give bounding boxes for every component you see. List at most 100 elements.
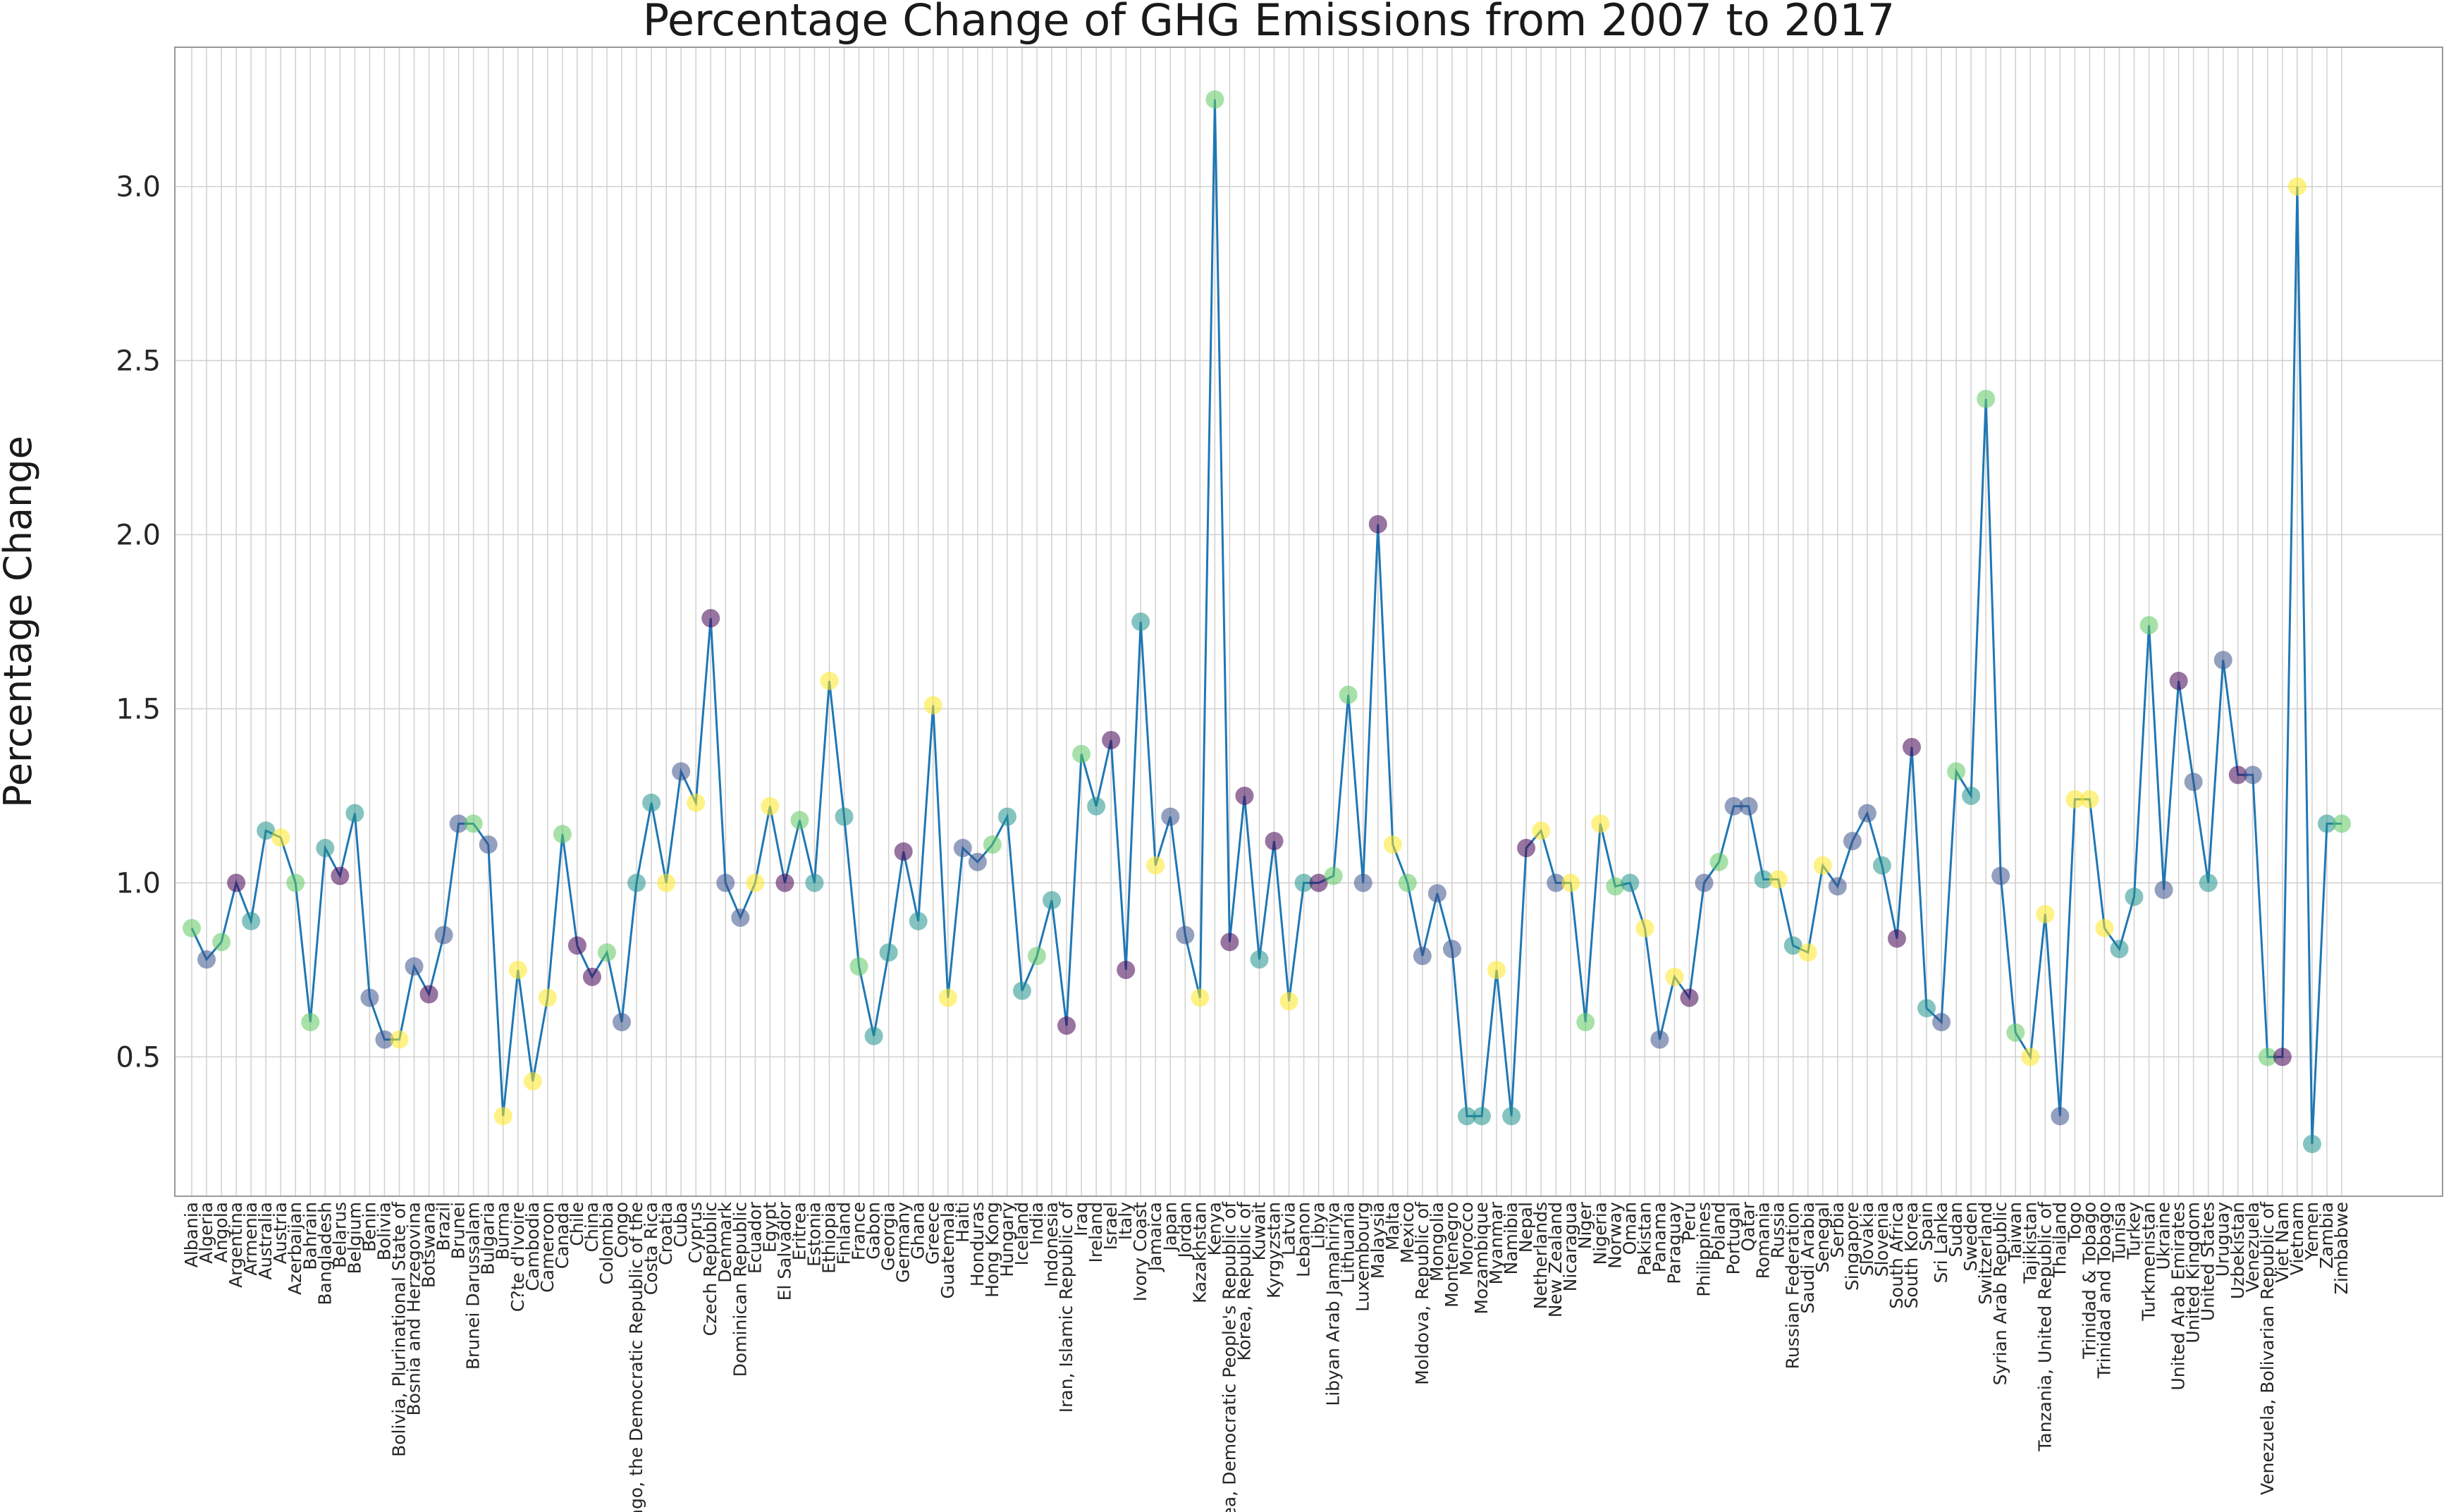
data-point — [1724, 797, 1743, 816]
data-point — [1102, 730, 1121, 749]
x-tick-label: Belarus — [329, 1202, 350, 1268]
data-point — [1887, 929, 1906, 948]
x-tick-label: Vietnam — [2287, 1202, 2307, 1275]
data-point — [2110, 940, 2129, 959]
x-tick-label: Cameroon — [537, 1202, 558, 1293]
data-point — [775, 873, 794, 892]
y-axis-ticks: 0.5 1.0 1.5 2.0 2.5 3.0 — [116, 171, 161, 1074]
data-point — [1709, 852, 1728, 871]
data-point — [2021, 1047, 2040, 1067]
data-point — [1072, 744, 1091, 763]
data-point — [1739, 797, 1758, 816]
data-point — [1279, 992, 1298, 1011]
x-tick-label: United Arab Emirates — [2168, 1202, 2189, 1391]
x-tick-label: Algeria — [196, 1202, 216, 1264]
data-point — [790, 811, 809, 830]
data-point — [613, 1013, 631, 1032]
data-point — [2036, 904, 2055, 923]
x-tick-label: Burma — [493, 1202, 513, 1260]
x-tick-label: Namibia — [1501, 1202, 1521, 1274]
data-point — [508, 960, 527, 979]
x-tick-label: Senegal — [1812, 1202, 1833, 1273]
x-tick-label: Malaysia — [1368, 1202, 1388, 1279]
data-point — [2228, 766, 2247, 785]
data-point — [2139, 615, 2158, 634]
x-tick-label: Kyrgyzstan — [1264, 1202, 1284, 1298]
x-tick-label: Brunei Darussalam — [463, 1202, 484, 1370]
x-tick-label: Dominican Republic — [730, 1202, 750, 1377]
x-tick-label: Zambia — [2316, 1202, 2337, 1269]
x-tick-label: Jordan — [1174, 1202, 1195, 1260]
x-tick-label: Bulgaria — [478, 1202, 498, 1275]
data-point — [1027, 947, 1046, 966]
chart-title: Percentage Change of GHG Emissions from … — [643, 0, 1896, 46]
x-tick-label: Sri Lanka — [1931, 1202, 1951, 1284]
data-point — [1398, 873, 1417, 892]
data-point — [2051, 1107, 2070, 1126]
x-tick-label: Israel — [1100, 1202, 1121, 1250]
series-line — [190, 99, 2342, 1144]
x-tick-label: Sudan — [1946, 1202, 1966, 1258]
data-point — [1635, 918, 1654, 938]
x-tick-label: Gabon — [864, 1202, 884, 1260]
data-point — [1487, 960, 1506, 979]
x-axis-ticks: AlbaniaAlgeriaAngolaArgentinaArmeniaAust… — [181, 1201, 2352, 1512]
data-point — [257, 821, 276, 840]
x-tick-label: Mozambique — [1471, 1202, 1492, 1315]
data-point — [1473, 1107, 1491, 1126]
data-point — [1650, 1030, 1669, 1049]
data-point — [1383, 835, 1402, 854]
x-tick-label: Libyan Arab Jamahiriya — [1323, 1202, 1344, 1406]
data-point — [523, 1072, 542, 1090]
data-point — [345, 804, 364, 823]
x-tick-label: El Salvador — [774, 1201, 794, 1301]
data-point — [1695, 873, 1714, 892]
x-tick-label: Libya — [1308, 1202, 1329, 1249]
x-tick-label: Czech Republic — [700, 1202, 720, 1336]
data-point — [567, 936, 586, 955]
x-tick-label: Morocco — [1456, 1202, 1477, 1276]
data-point — [849, 957, 868, 976]
x-tick-label: Germany — [893, 1202, 914, 1283]
x-tick-label: Nicaragua — [1560, 1202, 1580, 1291]
x-tick-label: Canada — [552, 1202, 572, 1269]
data-point — [672, 762, 691, 781]
x-tick-label: Slovakia — [1857, 1202, 1877, 1276]
data-point — [1265, 832, 1284, 851]
data-point — [731, 908, 750, 927]
data-point — [2006, 1023, 2025, 1042]
x-tick-label: United Kingdom — [2183, 1202, 2204, 1344]
x-tick-label: Trinidad and Tobago — [2094, 1202, 2114, 1379]
data-point — [1798, 943, 1817, 962]
x-tick-label: Tajikistan — [2020, 1202, 2040, 1284]
x-tick-label: Sweden — [1960, 1202, 1981, 1272]
data-point — [1783, 936, 1802, 955]
data-point — [1117, 960, 1136, 979]
y-tick-label: 3.0 — [116, 171, 161, 204]
x-tick-label: Syrian Arab Republic — [1990, 1202, 2010, 1385]
data-point — [1962, 786, 1981, 805]
x-tick-label: Argentina — [226, 1202, 246, 1288]
x-tick-label: Korea, Democratic People's Republic of — [1219, 1201, 1239, 1512]
data-point — [983, 835, 1002, 854]
x-tick-label: Yemen — [2302, 1202, 2322, 1261]
data-point — [1977, 389, 1996, 408]
data-point — [1368, 515, 1387, 534]
x-tick-label: Philippines — [1694, 1202, 1714, 1297]
x-tick-label: Iran, Islamic Republic of — [1056, 1201, 1076, 1413]
data-point — [360, 988, 379, 1007]
y-tick-label: 0.5 — [116, 1041, 161, 1074]
x-tick-label: Nepal — [1516, 1202, 1536, 1253]
data-point — [212, 933, 231, 952]
y-axis-label: Percentage Change — [0, 436, 40, 808]
data-point — [2199, 873, 2218, 892]
x-tick-label: Estonia — [804, 1202, 824, 1267]
x-tick-label: Angola — [211, 1202, 231, 1262]
x-tick-label: Venezuela — [2242, 1202, 2263, 1292]
x-tick-label: New Zealand — [1545, 1202, 1566, 1317]
data-point — [968, 852, 987, 871]
data-point — [879, 943, 898, 962]
data-point — [1502, 1107, 1521, 1126]
x-tick-label: Montenegro — [1442, 1202, 1462, 1308]
